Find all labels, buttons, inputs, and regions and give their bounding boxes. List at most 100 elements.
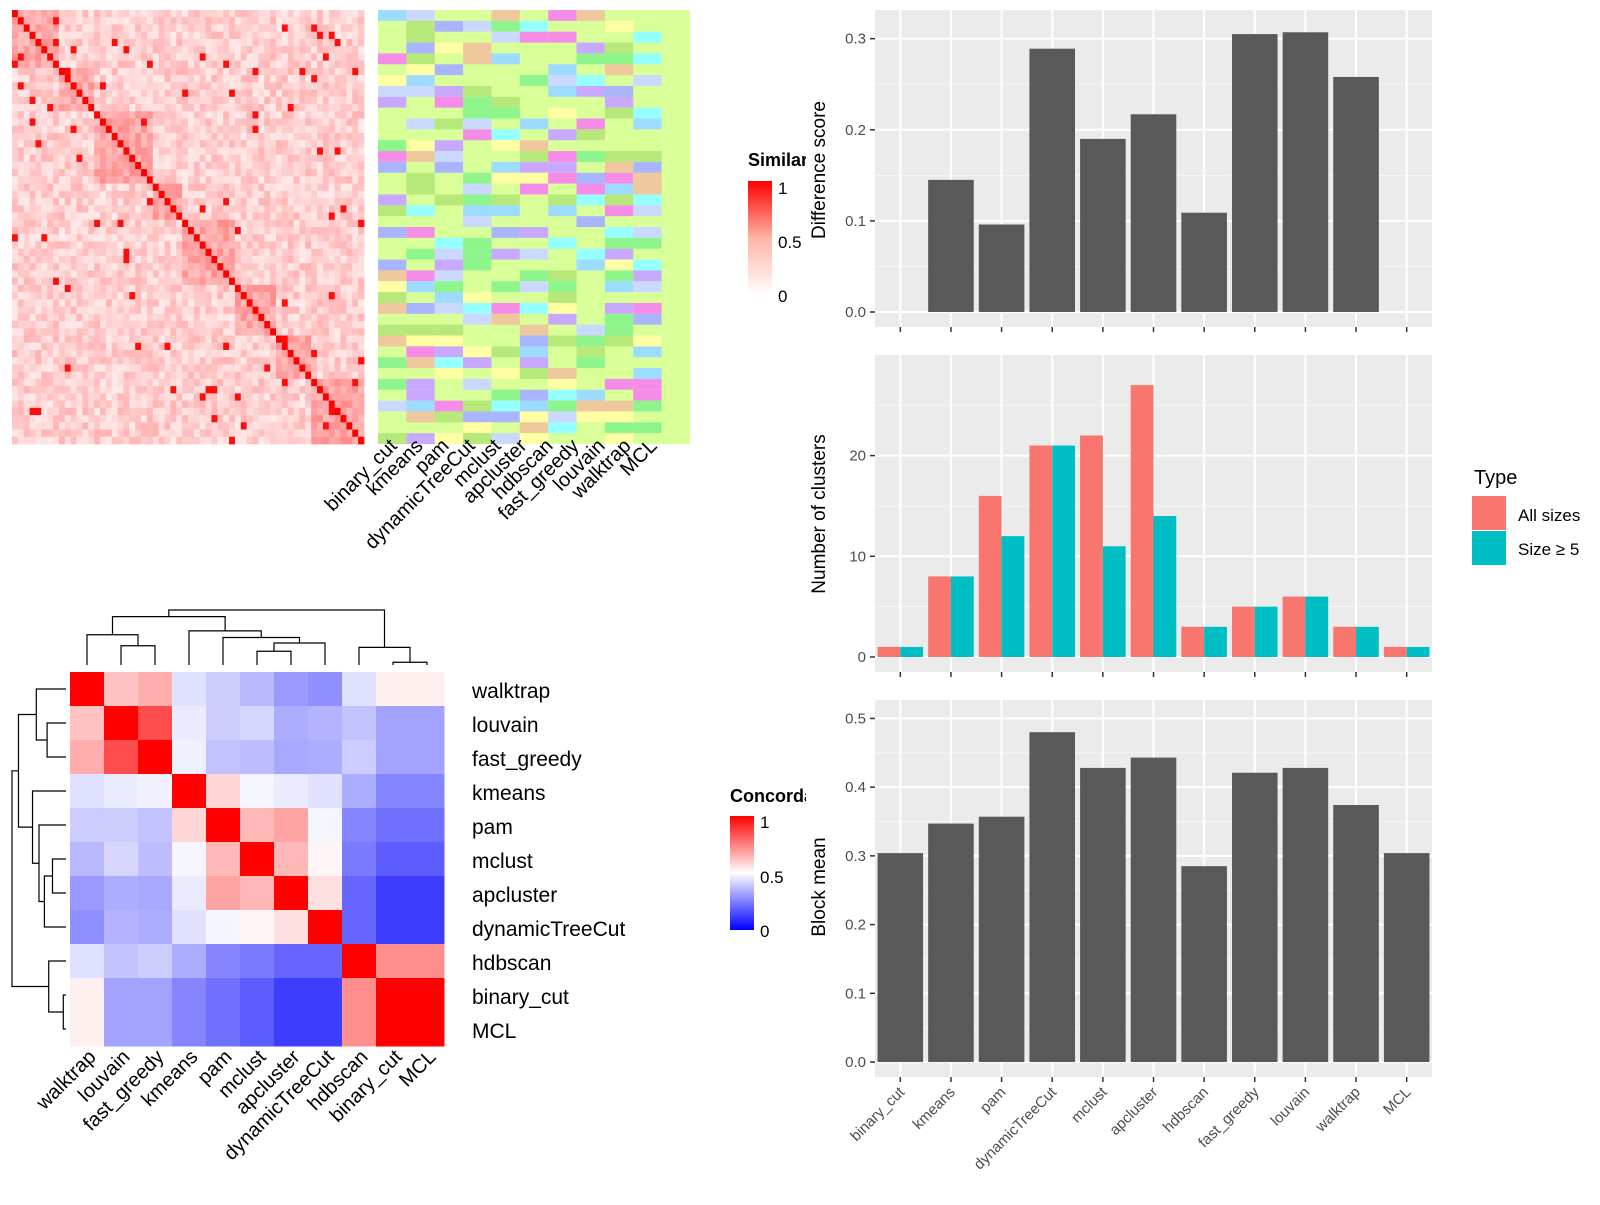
similarity-cell (17, 161, 25, 170)
cluster-cell (463, 357, 492, 369)
similarity-cell (305, 429, 312, 438)
similarity-cell (281, 125, 289, 134)
similarity-cell (146, 277, 154, 286)
similarity-cell (58, 284, 66, 293)
similarity-cell (123, 96, 130, 105)
similarity-cell (47, 82, 54, 90)
similarity-cell (88, 400, 95, 409)
similarity-cell (334, 386, 341, 394)
similarity-cell (287, 299, 294, 307)
similarity-cell (334, 169, 341, 177)
similarity-cell (146, 132, 154, 141)
dendrogram-branch (120, 645, 156, 665)
similarity-cell (217, 407, 224, 416)
similarity-cell (217, 161, 224, 170)
similarity-cell (346, 67, 353, 76)
similarity-cell (12, 89, 19, 98)
similarity-cell (129, 415, 136, 423)
similarity-cell (141, 292, 148, 300)
similarity-cell (111, 111, 118, 119)
similarity-cell (270, 38, 277, 47)
similarity-cell (158, 212, 165, 221)
similarity-cell (88, 364, 95, 373)
similarity-cell (276, 349, 283, 358)
similarity-cell (276, 436, 283, 445)
similarity-cell (246, 24, 253, 33)
similarity-cell (281, 82, 289, 90)
similarity-cell (35, 104, 42, 112)
cluster-cell (463, 259, 492, 271)
similarity-cell (17, 306, 25, 315)
similarity-cell (264, 96, 271, 105)
cluster-cell (633, 281, 662, 293)
similarity-cell (317, 96, 324, 105)
x-tick-label-mclust: mclust (1068, 1083, 1111, 1126)
cluster-cell (378, 75, 407, 86)
similarity-cell (340, 104, 347, 112)
cluster-cell (576, 172, 605, 184)
similarity-cell (246, 234, 253, 242)
similarity-cell (135, 198, 142, 206)
similarity-cell (270, 321, 277, 329)
similarity-cell (270, 415, 277, 423)
similarity-cell (281, 248, 289, 257)
similarity-cell (41, 219, 48, 228)
similarity-cell (88, 227, 95, 235)
cluster-cell (434, 259, 464, 271)
similarity-cell (141, 24, 148, 33)
similarity-cell (164, 386, 171, 394)
similarity-cell (340, 132, 347, 141)
y-tick-label: 0.1 (845, 213, 866, 230)
similarity-cell (264, 60, 271, 69)
similarity-cell (252, 10, 259, 18)
similarity-cell (182, 219, 189, 228)
similarity-cell (94, 313, 101, 322)
similarity-cell (64, 75, 72, 83)
similarity-cell (41, 60, 48, 69)
similarity-cell (53, 132, 60, 141)
similarity-cell (105, 393, 113, 401)
similarity-cell (305, 96, 312, 105)
similarity-cell (199, 176, 206, 184)
similarity-cell (281, 38, 289, 47)
similarity-cell (199, 10, 206, 18)
similarity-cell (170, 400, 177, 409)
similarity-cell (229, 205, 236, 213)
cluster-cell (434, 302, 464, 314)
cluster-cell (434, 96, 464, 108)
similarity-cell (205, 89, 212, 98)
similarity-cell (70, 255, 77, 264)
heat-cell-binary_cut-louvain (104, 978, 139, 1013)
similarity-cell (135, 31, 142, 40)
similarity-cell (58, 407, 66, 416)
similarity-cell (276, 234, 283, 242)
similarity-cell (152, 436, 160, 445)
similarity-cell (53, 24, 60, 33)
similarity-cell (193, 10, 201, 18)
cluster-cell (378, 151, 407, 162)
similarity-cell (176, 125, 183, 134)
similarity-cell (17, 17, 25, 25)
similarity-cell (41, 407, 48, 416)
similarity-cell (229, 349, 236, 358)
similarity-cell (129, 104, 136, 112)
similarity-cell (164, 147, 171, 156)
similarity-cell (240, 38, 248, 47)
similarity-cell (293, 38, 300, 47)
similarity-cell (229, 104, 236, 112)
similarity-cell (152, 277, 160, 286)
similarity-cell (41, 241, 48, 250)
similarity-cell (12, 38, 19, 47)
similarity-cell (35, 53, 42, 62)
similarity-cell (94, 198, 101, 206)
similarity-cell (287, 132, 294, 141)
similarity-cell (111, 393, 118, 401)
similarity-cell (240, 234, 248, 242)
similarity-cell (117, 292, 124, 300)
similarity-cell (176, 38, 183, 47)
similarity-cell (317, 241, 324, 250)
similarity-cell (129, 277, 136, 286)
similarity-cell (205, 154, 212, 163)
similarity-cell (211, 429, 218, 438)
col-label-MCL: MCL (395, 1046, 440, 1091)
